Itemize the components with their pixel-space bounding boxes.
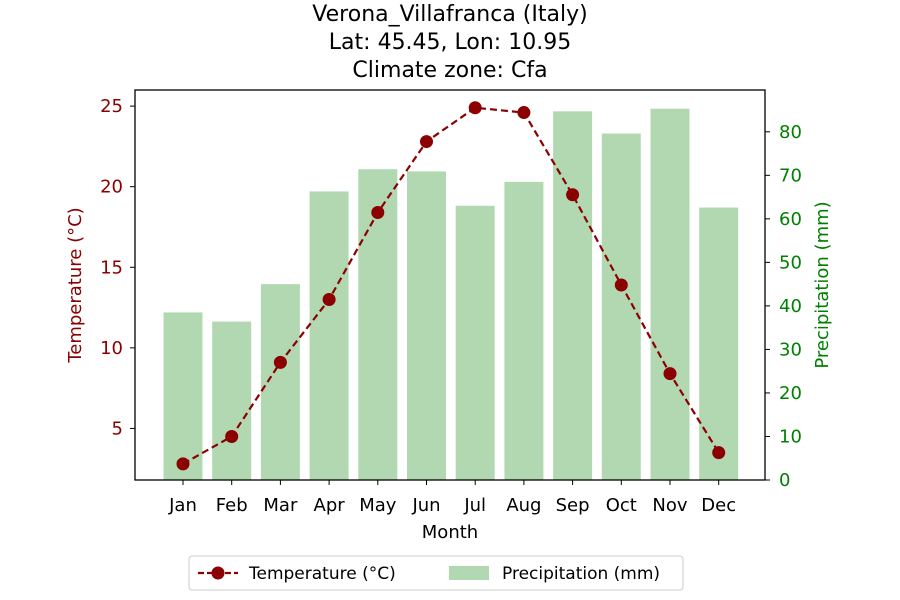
precipitation-bar-sep — [553, 111, 593, 480]
x-tick-label: Sep — [556, 495, 590, 516]
x-tick-label: Jan — [168, 495, 197, 516]
plot-frame — [134, 89, 766, 481]
legend-temperature-marker-icon — [211, 566, 225, 580]
temperature-point-apr — [322, 293, 336, 307]
precipitation-tick-label: 50 — [779, 252, 802, 273]
x-tick-label: Apr — [314, 495, 346, 516]
precipitation-tick-label: 80 — [779, 122, 802, 143]
x-tick-label: Jun — [411, 495, 440, 516]
temperature-tick-label: 5 — [112, 418, 123, 439]
precipitation-bar-oct — [601, 133, 641, 480]
temperature-point-may — [371, 205, 385, 219]
temperature-point-feb — [225, 429, 239, 443]
precipitation-bar-may — [358, 169, 398, 480]
precipitation-bar-feb — [212, 321, 252, 480]
precipitation-bar-mar — [260, 284, 300, 480]
x-axis-label: Month — [422, 522, 478, 543]
precipitation-bar-apr — [309, 191, 349, 480]
legend-precipitation-label: Precipitation (mm) — [502, 564, 660, 584]
chart-title-line-2: Lat: 45.45, Lon: 10.95 — [329, 30, 571, 55]
temperature-axis-ticks: 5 10 15 20 25 — [100, 96, 135, 439]
precipitation-tick-label: 10 — [779, 426, 802, 447]
legend-temperature-label: Temperature (°C) — [248, 564, 396, 584]
temperature-line — [176, 101, 726, 471]
temperature-tick-label: 15 — [100, 257, 123, 278]
legend-frame — [188, 555, 684, 591]
precipitation-bar-jun — [407, 171, 446, 481]
legend-precipitation-swatch-icon — [449, 566, 489, 580]
temperature-point-oct — [614, 278, 628, 292]
precipitation-tick-label: 20 — [779, 383, 802, 404]
chart-title-line-1: Verona_Villafranca (Italy) — [312, 2, 587, 27]
precipitation-bar-aug — [504, 181, 544, 480]
x-tick-label: Jul — [463, 495, 486, 516]
x-tick-label: May — [359, 495, 397, 516]
precipitation-bar-jul — [455, 205, 495, 480]
temperature-axis-label: Temperature (°C) — [65, 207, 86, 363]
temperature-point-mar — [273, 355, 287, 369]
x-tick-label: Oct — [606, 495, 637, 516]
x-tick-label: Dec — [701, 495, 736, 516]
temperature-tick-label: 25 — [100, 96, 123, 117]
temperature-point-dec — [712, 446, 726, 460]
temperature-point-jun — [420, 135, 433, 149]
x-tick-label: Feb — [216, 495, 248, 516]
precipitation-tick-label: 40 — [779, 296, 802, 317]
x-tick-label: Aug — [506, 495, 541, 516]
precipitation-bars — [163, 108, 739, 481]
temperature-tick-label: 20 — [100, 177, 123, 198]
temperature-point-sep — [566, 188, 580, 202]
legend: Temperature (°C) Precipitation (mm) — [188, 555, 684, 591]
temperature-point-nov — [663, 367, 677, 381]
precipitation-tick-label: 60 — [779, 209, 802, 230]
precipitation-tick-label: 30 — [779, 339, 802, 360]
precipitation-tick-label: 70 — [779, 165, 802, 186]
x-tick-label: Nov — [652, 495, 687, 516]
x-axis-ticks: Jan Feb Mar Apr May Jun Jul Aug Sep Oct Nov Dec — [168, 480, 736, 516]
x-tick-label: Mar — [263, 495, 298, 516]
temperature-point-jan — [176, 457, 190, 471]
temperature-point-aug — [517, 106, 531, 120]
precipitation-bar-dec — [699, 207, 739, 480]
temperature-point-jul — [468, 101, 482, 115]
precipitation-bar-nov — [650, 108, 690, 480]
temperature-tick-label: 10 — [100, 338, 123, 359]
chart-title-line-3: Climate zone: Cfa — [352, 58, 547, 83]
precipitation-axis-ticks: 0 10 20 30 40 50 60 70 80 — [765, 122, 802, 491]
precipitation-axis-label: Precipitation (mm) — [812, 201, 833, 368]
precipitation-bar-jan — [163, 312, 203, 480]
precipitation-tick-label: 0 — [779, 470, 790, 491]
